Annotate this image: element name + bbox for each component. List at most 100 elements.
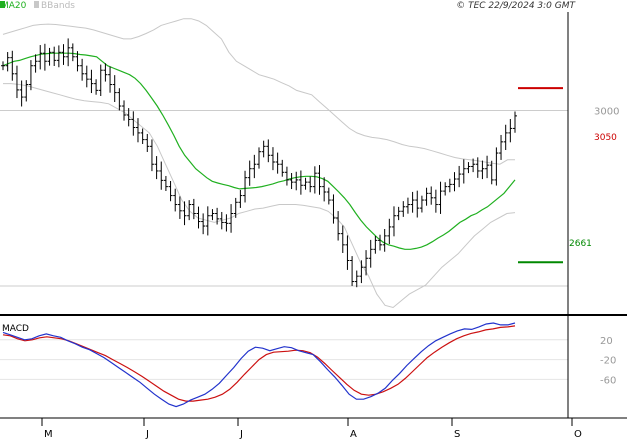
- price-bar: [429, 186, 434, 205]
- price-bar: [24, 80, 29, 102]
- price-bar: [280, 159, 285, 177]
- price-bar: [373, 235, 378, 254]
- resistance-level-label: 3050: [594, 133, 617, 143]
- price-bar: [480, 160, 485, 180]
- macd-line: [2, 322, 516, 408]
- price-bar: [5, 52, 10, 72]
- price-bar: [145, 133, 150, 152]
- price-bar: [19, 80, 24, 107]
- price-bar: [98, 64, 103, 96]
- price-bar: [438, 181, 443, 214]
- price-bar: [322, 177, 327, 202]
- source-credit: © TEC 22/9/2024 3:0 GMT: [456, 1, 576, 11]
- price-bar: [382, 228, 387, 252]
- price-bar: [443, 182, 448, 196]
- price-bar: [135, 118, 140, 143]
- price-bar: [378, 234, 383, 251]
- price-bar: [140, 128, 145, 144]
- macd-y-tick-label: 20: [600, 336, 613, 347]
- x-axis-tick-label: M: [44, 429, 53, 440]
- price-bar: [75, 51, 80, 72]
- price-bar: [61, 44, 66, 65]
- bband-lower-line: [3, 83, 516, 309]
- price-bar: [84, 65, 89, 88]
- price-bar: [191, 198, 196, 220]
- price-bar: [354, 270, 359, 288]
- macd-panel-label: MACD: [2, 324, 29, 334]
- price-bar: [168, 180, 173, 202]
- price-bar: [33, 54, 38, 73]
- price-bar: [275, 152, 280, 174]
- price-bar: [149, 139, 154, 172]
- bband-upper-line: [2, 18, 515, 165]
- price-bar: [28, 60, 33, 91]
- x-axis-tick-label: S: [454, 429, 460, 440]
- price-bar: [163, 175, 168, 192]
- price-bar: [10, 50, 15, 81]
- price-bar: [424, 187, 429, 206]
- price-bar: [243, 170, 248, 203]
- price-bar: [387, 218, 392, 245]
- price-bar: [42, 43, 47, 71]
- price-bar: [187, 200, 192, 221]
- price-bar: [452, 172, 457, 192]
- price-bar: [447, 178, 452, 193]
- price-bar: [70, 43, 75, 62]
- price-bar: [196, 206, 201, 229]
- price-bar: [396, 206, 401, 221]
- price-bar: [475, 157, 480, 178]
- price-bar: [238, 189, 243, 208]
- price-bar: [284, 166, 289, 186]
- price-bar: [52, 46, 57, 66]
- price-bar: [466, 162, 471, 174]
- price-bar: [410, 191, 415, 213]
- price-bar: [38, 45, 43, 70]
- bbands-legend-label: BBands: [41, 1, 75, 11]
- price-bar: [499, 134, 504, 160]
- ma20-legend-label: MA20: [1, 1, 27, 11]
- price-bar: [503, 124, 508, 150]
- price-bar: [103, 63, 108, 82]
- price-bar: [126, 108, 131, 127]
- price-bar: [461, 159, 466, 184]
- price-bar: [112, 75, 117, 102]
- price-bar: [47, 47, 52, 66]
- price-bar: [257, 147, 261, 169]
- price-bar: [508, 119, 513, 143]
- price-bar: [513, 111, 517, 133]
- price-bar: [331, 194, 336, 224]
- price-bar: [405, 197, 410, 214]
- price-bar: [122, 100, 127, 121]
- price-bar: [364, 250, 369, 276]
- price-bar: [457, 165, 462, 188]
- price-bar: [308, 176, 313, 193]
- price-bar: [229, 204, 234, 233]
- price-bar: [433, 189, 438, 213]
- price-bar: [56, 45, 61, 68]
- price-bar: [294, 171, 299, 191]
- price-bar: [359, 260, 364, 284]
- price-bar: [303, 177, 308, 190]
- bbands-legend-swatch: [34, 1, 39, 8]
- price-bar: [415, 190, 420, 218]
- price-bar: [1, 61, 5, 71]
- price-bar: [289, 173, 294, 190]
- x-axis-tick-label: A: [350, 429, 357, 440]
- x-axis-tick-label: O: [574, 429, 582, 440]
- price-bar: [317, 165, 322, 195]
- price-bar: [252, 154, 257, 179]
- price-bar: [159, 161, 164, 190]
- price-bar: [66, 38, 71, 67]
- price-bar: [131, 111, 136, 136]
- price-bar: [261, 140, 266, 158]
- price-bar: [247, 160, 252, 186]
- price-bar: [340, 225, 345, 253]
- price-bar: [266, 139, 271, 163]
- price-bar: [485, 155, 490, 179]
- macd-y-tick-label: -20: [600, 356, 616, 367]
- price-bar: [80, 58, 85, 81]
- price-bar: [177, 196, 182, 219]
- price-bar: [182, 201, 187, 226]
- support-level-label: 2661: [569, 239, 592, 249]
